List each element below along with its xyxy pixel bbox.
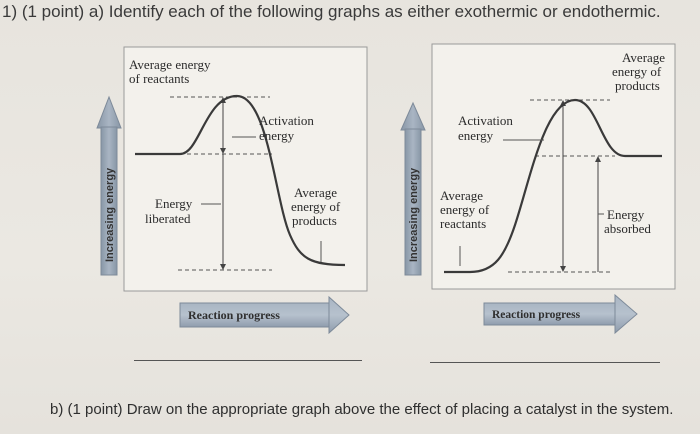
left-energy-curve — [135, 94, 346, 267]
right-graph: Increasing energy Average energy of prod… — [400, 43, 676, 335]
right-graph-panel — [431, 43, 676, 290]
left-activation-label: Activation energy — [259, 113, 317, 143]
left-y-axis-label: Increasing energy — [104, 167, 116, 262]
left-x-axis-label: Reaction progress — [188, 308, 280, 322]
right-avg-products-label: Average energy of products — [612, 50, 668, 93]
right-y-axis-label: Increasing energy — [408, 167, 420, 262]
answer-line-left[interactable] — [134, 360, 362, 361]
left-x-axis-arrow — [179, 295, 350, 335]
left-avg-reactants-label: Average energy of reactants — [129, 57, 214, 86]
right-x-axis-label: Reaction progress — [492, 309, 581, 321]
right-x-axis-arrow — [483, 293, 638, 335]
left-liberated-label: Energy liberated — [145, 196, 196, 226]
right-energy-curve — [444, 98, 662, 274]
right-avg-reactants-label: Average energy of reactants — [440, 188, 492, 231]
answer-line-right[interactable] — [430, 362, 660, 363]
right-absorbed-label: Energy absorbed — [604, 207, 651, 236]
question-part-b: b) (1 point) Draw on the appropriate gra… — [50, 401, 674, 418]
left-y-axis-arrow — [96, 95, 122, 276]
left-avg-products-label: Average energy of products — [291, 185, 343, 228]
left-graph-panel — [123, 46, 368, 292]
left-graph: Increasing energy Average energy of reac… — [96, 46, 368, 335]
question-part-a: 1) (1 point) a) Identify each of the fol… — [2, 2, 661, 21]
right-activation-label: Activation energy — [458, 113, 516, 143]
right-y-axis-arrow — [400, 101, 426, 276]
